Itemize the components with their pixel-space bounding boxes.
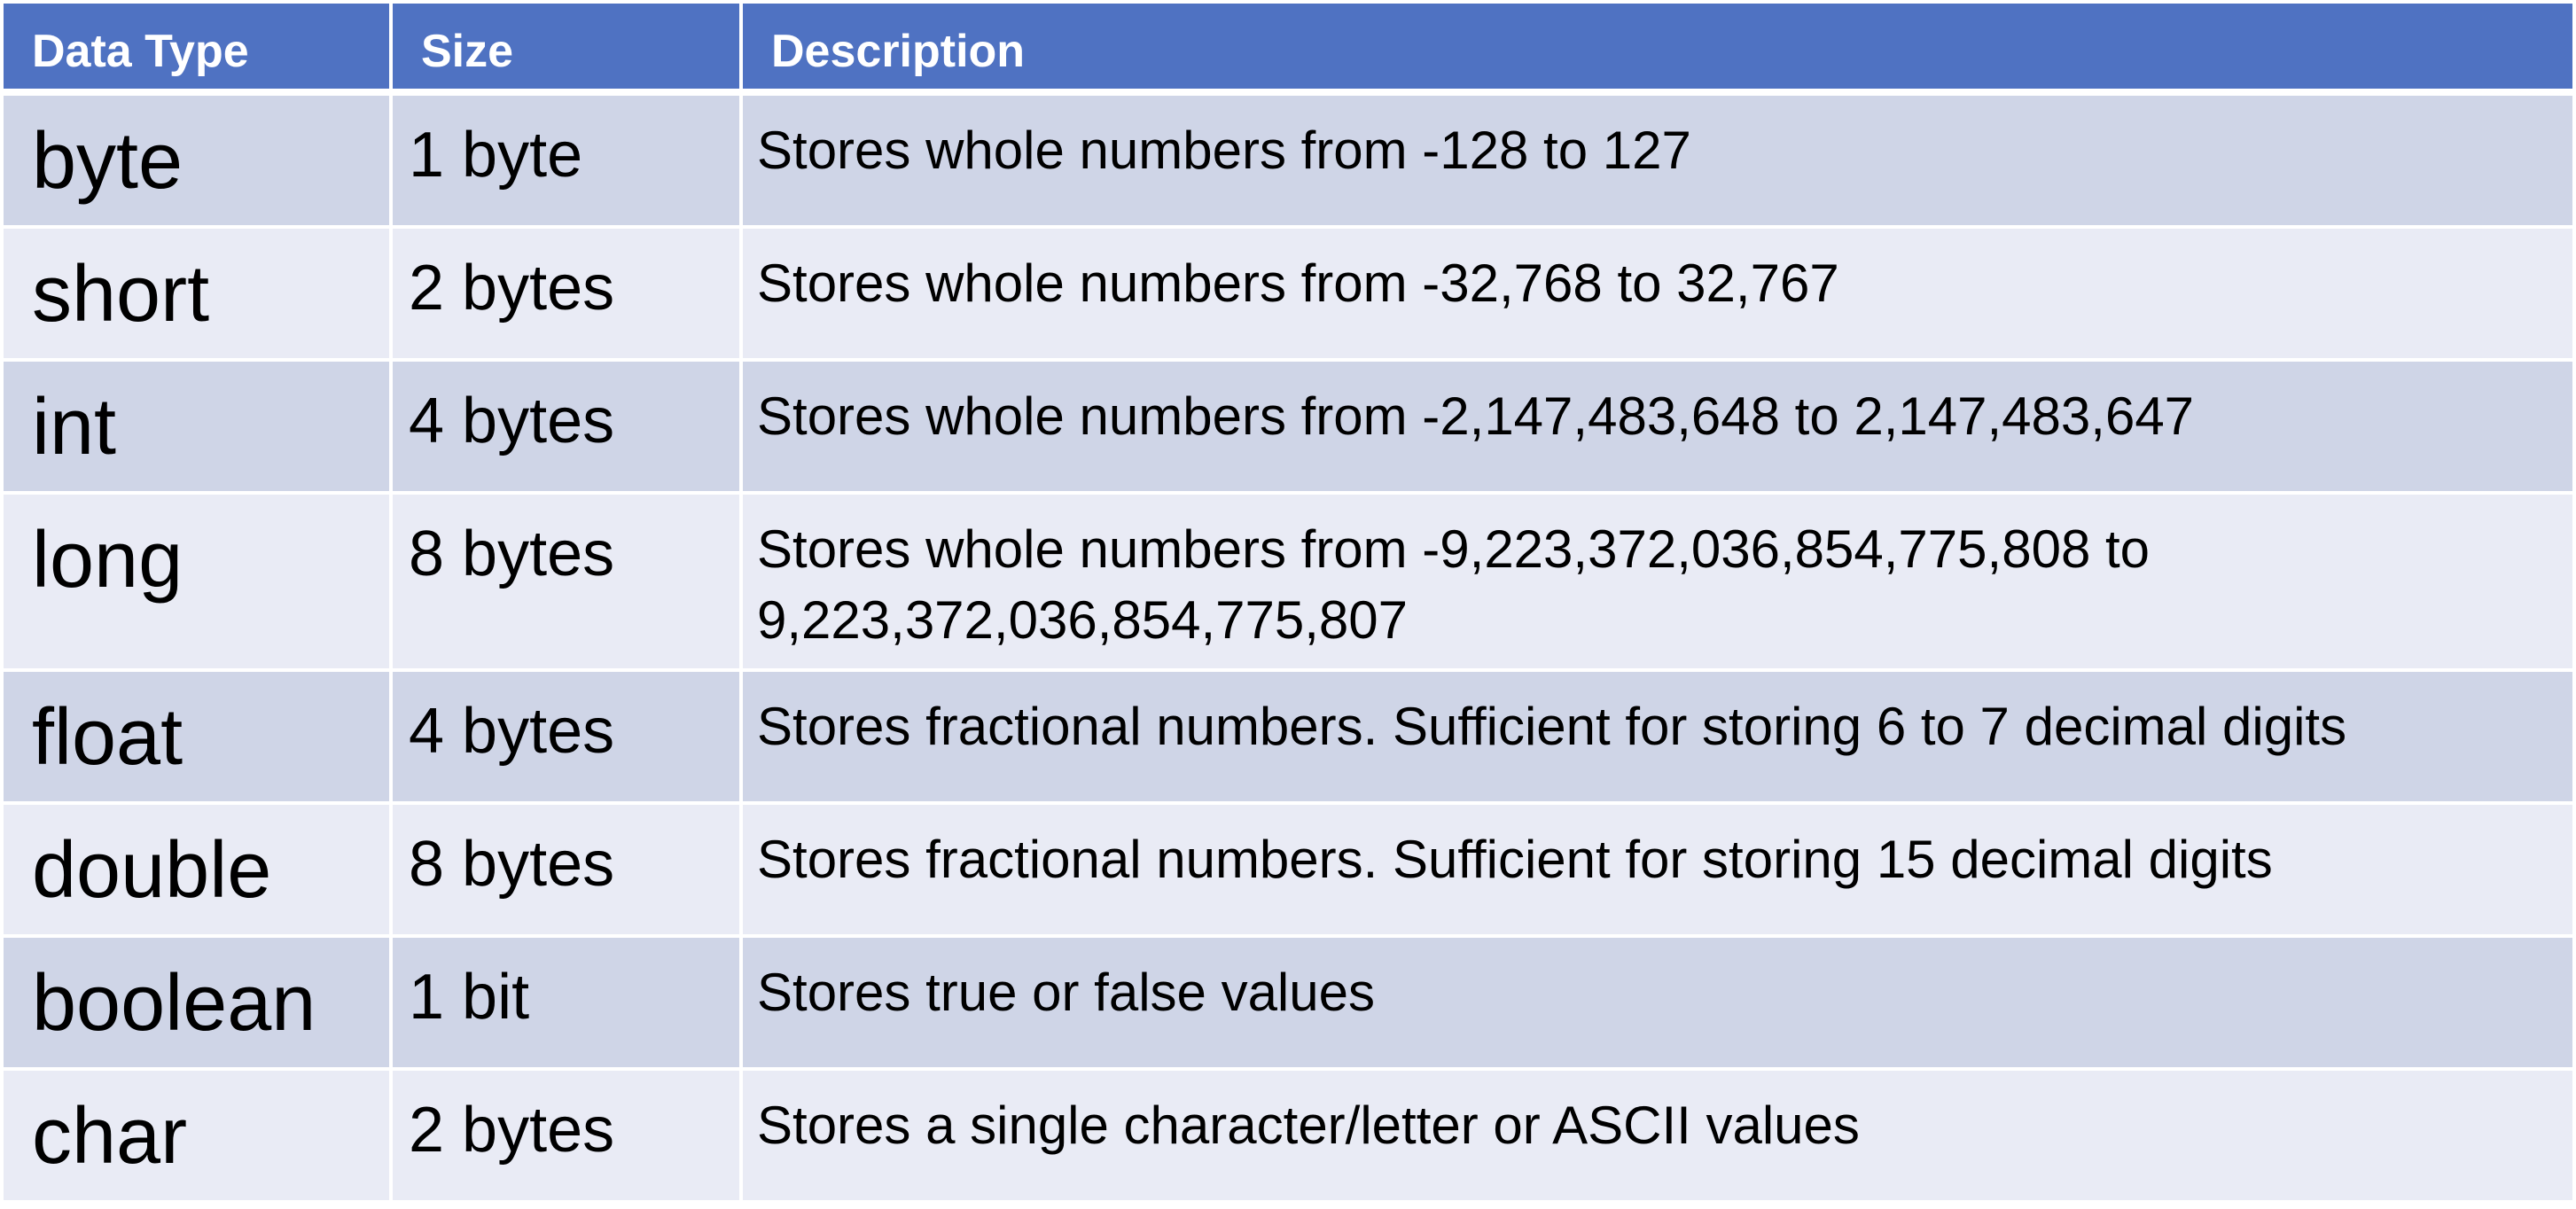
- cell-size-float: 4 bytes: [393, 672, 743, 805]
- cell-type-boolean: boolean: [4, 938, 393, 1071]
- cell-size-double: 8 bytes: [393, 805, 743, 938]
- cell-description-boolean: Stores true or false values: [743, 938, 2572, 1071]
- cell-type-int: int: [4, 362, 393, 495]
- cell-type-byte: byte: [4, 96, 393, 229]
- cell-description-int: Stores whole numbers from -2,147,483,648…: [743, 362, 2572, 495]
- cell-description-float: Stores fractional numbers. Sufficient fo…: [743, 672, 2572, 805]
- cell-type-long: long: [4, 495, 393, 672]
- cell-size-long: 8 bytes: [393, 495, 743, 672]
- cell-description-short: Stores whole numbers from -32,768 to 32,…: [743, 229, 2572, 362]
- cell-description-long: Stores whole numbers from -9,223,372,036…: [743, 495, 2572, 672]
- cell-size-char: 2 bytes: [393, 1071, 743, 1204]
- data-types-table: Data Type Size Description byte 1 byte S…: [4, 4, 2572, 1204]
- cell-size-int: 4 bytes: [393, 362, 743, 495]
- cell-description-double: Stores fractional numbers. Sufficient fo…: [743, 805, 2572, 938]
- cell-description-char: Stores a single character/letter or ASCI…: [743, 1071, 2572, 1204]
- cell-type-float: float: [4, 672, 393, 805]
- cell-description-byte: Stores whole numbers from -128 to 127: [743, 96, 2572, 229]
- cell-type-char: char: [4, 1071, 393, 1204]
- cell-type-double: double: [4, 805, 393, 938]
- cell-size-boolean: 1 bit: [393, 938, 743, 1071]
- cell-type-short: short: [4, 229, 393, 362]
- header-description: Description: [743, 4, 2572, 96]
- cell-size-byte: 1 byte: [393, 96, 743, 229]
- header-size: Size: [393, 4, 743, 96]
- header-data-type: Data Type: [4, 4, 393, 96]
- cell-size-short: 2 bytes: [393, 229, 743, 362]
